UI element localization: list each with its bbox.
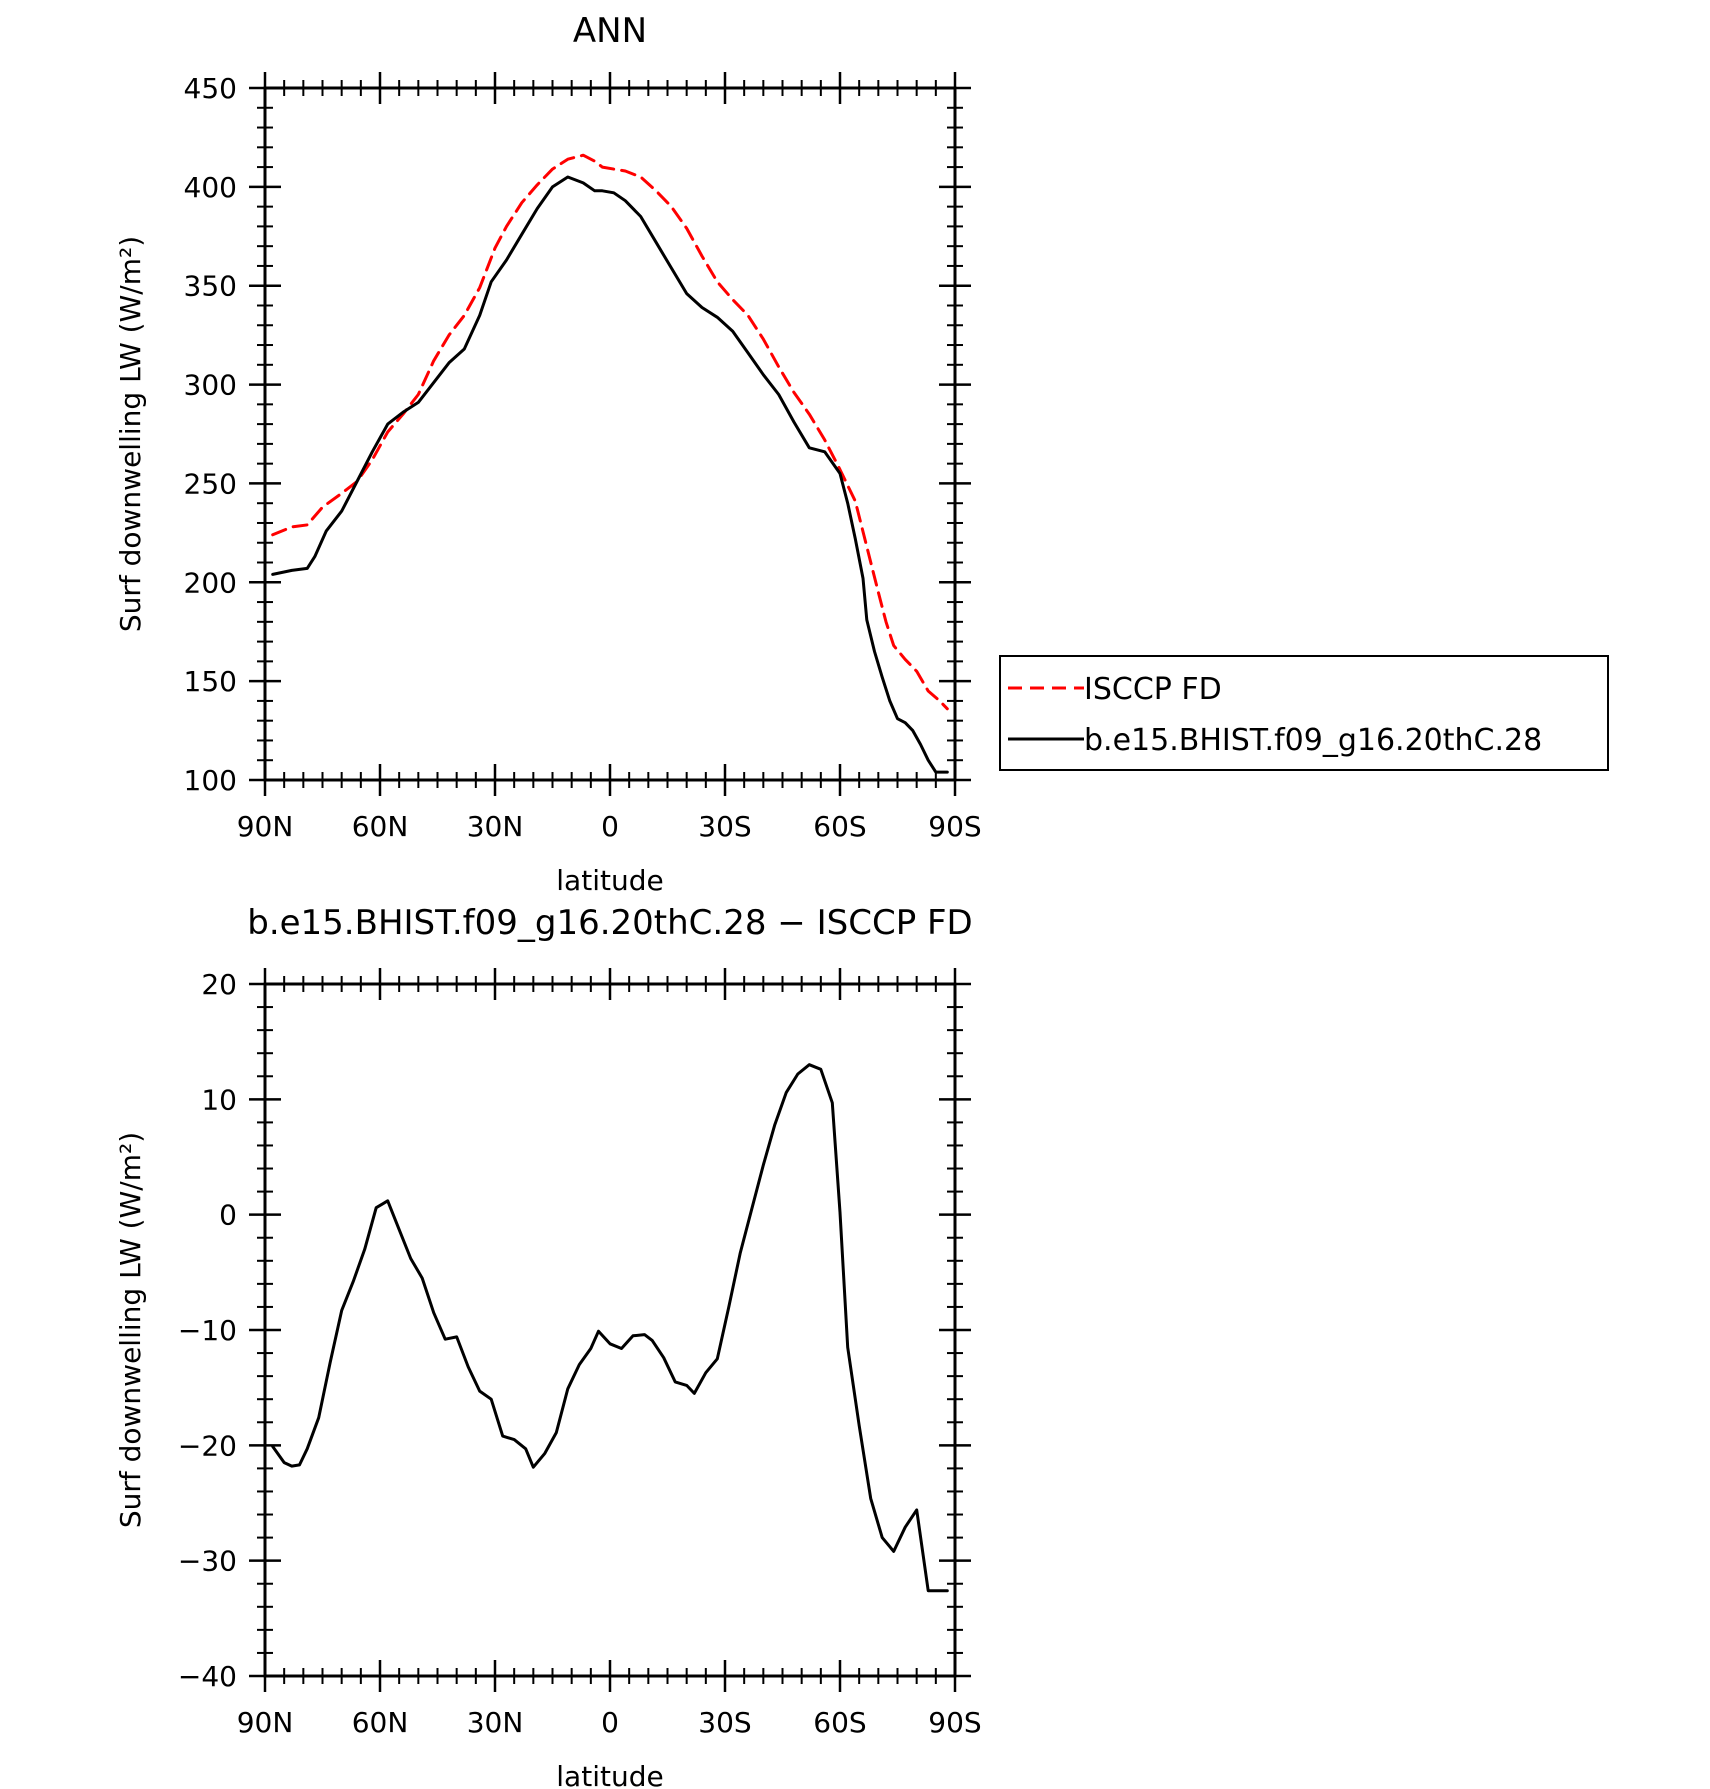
top-x-tick-label: 60S bbox=[813, 810, 866, 843]
bottom-x-tick-label: 90N bbox=[237, 1706, 294, 1739]
top-y-tick-label: 250 bbox=[184, 467, 237, 500]
top-series-line-1 bbox=[271, 175, 949, 774]
bottom-y-tick-label: 0 bbox=[219, 1199, 237, 1232]
top-y-tick-label: 100 bbox=[184, 764, 237, 797]
bottom-x-tick-label: 90S bbox=[928, 1706, 981, 1739]
top-x-tick-label: 90S bbox=[928, 810, 981, 843]
bottom-y-tick-label: 20 bbox=[201, 968, 237, 1001]
annual-mean-panel: ANN 90N 60N 30N 0 30S 60S 90S 100 150 200 250 300 35… bbox=[114, 11, 982, 897]
top-x-tick-label: 30S bbox=[698, 810, 751, 843]
top-x-tick-label: 30N bbox=[467, 810, 524, 843]
top-x-tick-label: 0 bbox=[601, 810, 619, 843]
bottom-x-tick-label: 30S bbox=[698, 1706, 751, 1739]
bottom-panel-title: b.e15.BHIST.f09_g16.20thC.28 − ISCCP FD bbox=[247, 903, 973, 943]
top-y-axis-label: Surf downwelling LW (W/m²) bbox=[114, 236, 147, 632]
bottom-y-tick-label: −10 bbox=[178, 1314, 237, 1347]
top-y-tick-label: 200 bbox=[184, 566, 237, 599]
top-x-tick-label: 60N bbox=[352, 810, 409, 843]
bottom-x-tick-label: 60N bbox=[352, 1706, 409, 1739]
legend-label-model: b.e15.BHIST.f09_g16.20thC.28 bbox=[1084, 723, 1542, 758]
top-x-axis-label: latitude bbox=[556, 864, 663, 897]
bottom-tick-group: 90N 60N 30N 0 30S 60S 90S −40 −30 −20 −10 0 10 20 bbox=[178, 968, 982, 1739]
top-y-tick-label: 150 bbox=[184, 665, 237, 698]
top-y-tick-label: 350 bbox=[184, 270, 237, 303]
legend-box bbox=[999, 655, 1609, 771]
bottom-y-tick-label: −20 bbox=[178, 1429, 237, 1462]
bottom-x-tick-label: 60S bbox=[813, 1706, 866, 1739]
legend-label-isccp: ISCCP FD bbox=[1084, 672, 1222, 707]
bottom-series-group bbox=[271, 1063, 949, 1593]
bottom-y-axis-label: Surf downwelling LW (W/m²) bbox=[114, 1132, 147, 1528]
bottom-y-tick-label: 10 bbox=[201, 1083, 237, 1116]
difference-panel: b.e15.BHIST.f09_g16.20thC.28 − ISCCP FD … bbox=[114, 903, 982, 1789]
top-y-tick-label: 450 bbox=[184, 72, 237, 105]
top-y-tick-label: 300 bbox=[184, 369, 237, 402]
bottom-x-tick-label: 30N bbox=[467, 1706, 524, 1739]
top-series-group bbox=[271, 153, 949, 774]
top-series-line-0 bbox=[271, 153, 949, 711]
bottom-y-tick-label: −30 bbox=[178, 1545, 237, 1578]
legend: ISCCP FD b.e15.BHIST.f09_g16.20thC.28 bbox=[999, 655, 1609, 771]
bottom-series-line-0 bbox=[271, 1063, 949, 1593]
top-tick-group: 90N 60N 30N 0 30S 60S 90S 100 150 200 250 300 350 400… bbox=[184, 72, 982, 843]
bottom-x-axis-label: latitude bbox=[556, 1760, 663, 1789]
bottom-y-tick-label: −40 bbox=[178, 1660, 237, 1693]
top-panel-title: ANN bbox=[573, 11, 647, 51]
bottom-x-tick-label: 0 bbox=[601, 1706, 619, 1739]
top-y-tick-label: 400 bbox=[184, 171, 237, 204]
bottom-plot-frame bbox=[263, 982, 957, 1678]
top-x-tick-label: 90N bbox=[237, 810, 294, 843]
